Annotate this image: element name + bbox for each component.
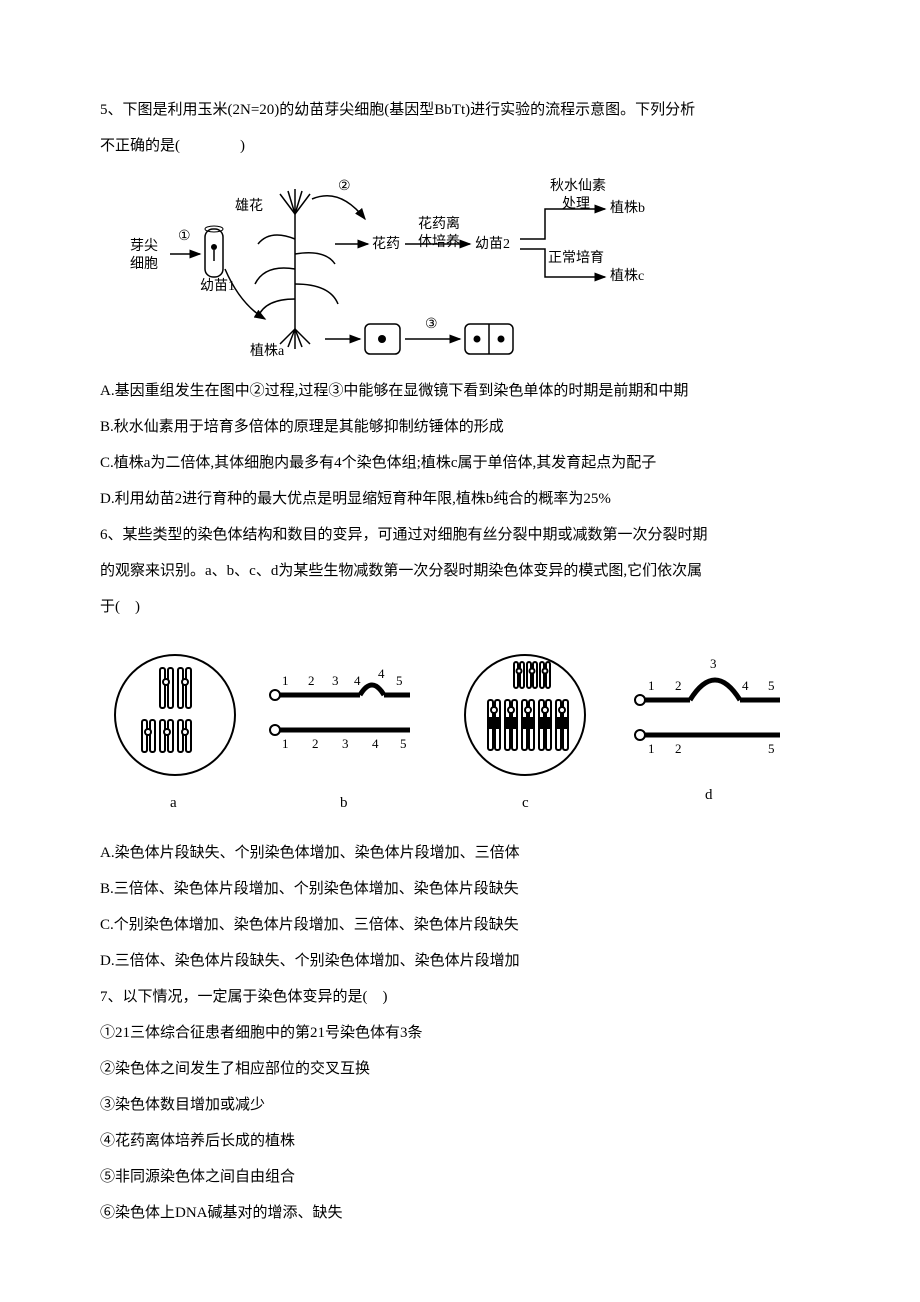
q6-option-a: A.染色体片段缺失、个别染色体增加、染色体片段增加、三倍体 xyxy=(100,838,820,868)
q7-item-4: ④花药离体培养后长成的植株 xyxy=(100,1126,820,1156)
label-xibao: 细胞 xyxy=(130,257,158,274)
label-huayaoli: 花药离 xyxy=(418,217,460,234)
svg-text:4: 4 xyxy=(378,666,385,681)
q5-stem-line2: 不正确的是( ) xyxy=(100,131,820,161)
svg-text:5: 5 xyxy=(768,678,775,693)
svg-text:4: 4 xyxy=(354,673,361,688)
fig-label-b: b xyxy=(340,788,348,818)
q6-stem-line3: 于( ) xyxy=(100,592,820,622)
svg-text:1: 1 xyxy=(282,673,289,688)
label-zhengchang: 正常培育 xyxy=(548,251,604,268)
q5-flow-diagram: 芽尖 细胞 ① 幼苗1 植株a 雄花 ② 花药 花药离 体培养 幼苗2 秋水仙素… xyxy=(130,169,670,364)
svg-text:4: 4 xyxy=(372,736,379,751)
fig-label-d: d xyxy=(705,780,713,810)
label-chuli: 处理 xyxy=(562,197,590,214)
label-circ2: ② xyxy=(338,179,351,196)
label-circ3: ③ xyxy=(425,317,438,334)
q7-item-2: ②染色体之间发生了相应部位的交叉互换 xyxy=(100,1054,820,1084)
q6-option-c: C.个别染色体增加、染色体片段增加、三倍体、染色体片段缺失 xyxy=(100,910,820,940)
label-zhuzhu-b: 植株b xyxy=(610,201,645,218)
label-qiushui: 秋水仙素 xyxy=(550,179,606,196)
q5-stem-line1: 5、下图是利用玉米(2N=20)的幼苗芽尖细胞(基因型BbTt)进行实验的流程示… xyxy=(100,95,820,125)
q7-item-6: ⑥染色体上DNA碱基对的增添、缺失 xyxy=(100,1198,820,1228)
svg-text:2: 2 xyxy=(308,673,315,688)
svg-text:5: 5 xyxy=(396,673,403,688)
svg-text:2: 2 xyxy=(675,741,682,756)
q6-option-d: D.三倍体、染色体片段缺失、个别染色体增加、染色体片段增加 xyxy=(100,946,820,976)
label-huayao: 花药 xyxy=(372,237,400,254)
svg-text:3: 3 xyxy=(710,656,717,671)
label-youmiao2: 幼苗2 xyxy=(475,237,510,254)
svg-text:3: 3 xyxy=(332,673,339,688)
svg-text:2: 2 xyxy=(312,736,319,751)
q5-option-d: D.利用幼苗2进行育种的最大优点是明显缩短育种年限,植株b纯合的概率为25% xyxy=(100,484,820,514)
label-tipeiyang: 体培养 xyxy=(418,235,460,252)
label-yajian: 芽尖 xyxy=(130,239,158,256)
q5-option-c: C.植株a为二倍体,其体细胞内最多有4个染色体组;植株c属于单倍体,其发育起点为… xyxy=(100,448,820,478)
q5-option-a: A.基因重组发生在图中②过程,过程③中能够在显微镜下看到染色单体的时期是前期和中… xyxy=(100,376,820,406)
svg-text:4: 4 xyxy=(742,678,749,693)
svg-text:1: 1 xyxy=(282,736,289,751)
q6-stem-line2: 的观察来识别。a、b、c、d为某些生物减数第一次分裂时期染色体变异的模式图,它们… xyxy=(100,556,820,586)
svg-text:2: 2 xyxy=(675,678,682,693)
q7-item-3: ③染色体数目增加或减少 xyxy=(100,1090,820,1120)
fig-label-c: c xyxy=(522,788,529,818)
label-zhuzhu-a: 植株a xyxy=(250,344,284,361)
q7-item-1: ①21三体综合征患者细胞中的第21号染色体有3条 xyxy=(100,1018,820,1048)
q6-option-b: B.三倍体、染色体片段增加、个别染色体增加、染色体片段缺失 xyxy=(100,874,820,904)
label-youmiao1: 幼苗1 xyxy=(200,279,235,296)
label-circ1: ① xyxy=(178,229,191,246)
q7-item-5: ⑤非同源染色体之间自由组合 xyxy=(100,1162,820,1192)
svg-text:1: 1 xyxy=(648,678,655,693)
q5-option-b: B.秋水仙素用于培育多倍体的原理是其能够抑制纺锤体的形成 xyxy=(100,412,820,442)
svg-text:5: 5 xyxy=(400,736,407,751)
label-xionghua: 雄花 xyxy=(235,199,263,216)
svg-text:3: 3 xyxy=(342,736,349,751)
q7-stem: 7、以下情况，一定属于染色体变异的是( ) xyxy=(100,982,820,1012)
label-zhuzhu-c: 植株c xyxy=(610,269,644,286)
q6-stem-line1: 6、某些类型的染色体结构和数目的变异，可通过对细胞有丝分裂中期或减数第一次分裂时… xyxy=(100,520,820,550)
fig-label-a: a xyxy=(170,788,177,818)
svg-text:5: 5 xyxy=(768,741,775,756)
svg-text:1: 1 xyxy=(648,741,655,756)
q6-chromosome-figure: 1 2 3 4 4 5 1 2 3 4 5 xyxy=(100,640,820,820)
